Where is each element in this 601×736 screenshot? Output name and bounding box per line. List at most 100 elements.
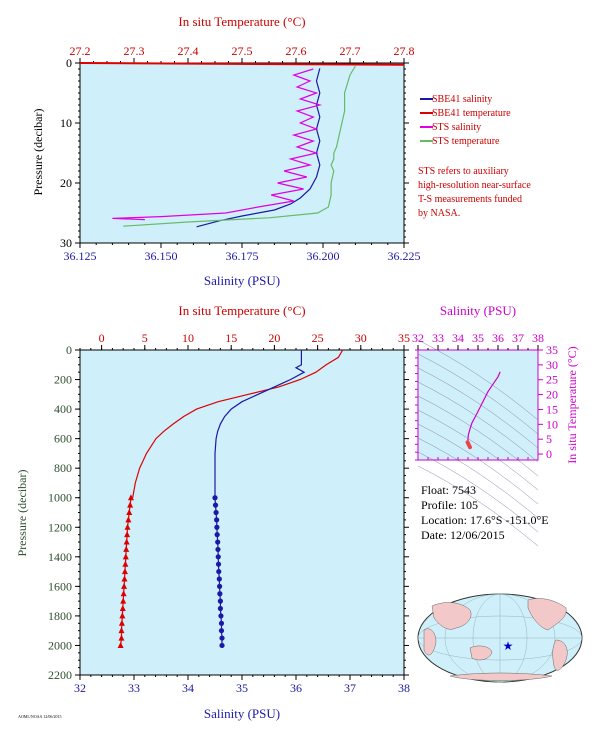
profile-left-tick-label-7: 1400: [48, 550, 72, 564]
profile-temp-marker-4: [124, 523, 131, 530]
surface-top-tick-label-5: 27.7: [340, 44, 361, 58]
ts-right-tick-label-6: 30: [546, 358, 558, 372]
ts-right-tick-label-3: 15: [546, 402, 558, 416]
profile-left-tick-label-11: 2200: [48, 668, 72, 682]
surface-legend: SBE41 salinity SBE41 temperature STS sal…: [420, 94, 511, 147]
land-south-america: [552, 639, 568, 671]
ts-right-tick-label-7: 35: [546, 343, 558, 357]
float-info: Float: 7543 Profile: 105 Location: 17.6°…: [421, 483, 549, 542]
profile-top-tick-label-1: 5: [142, 331, 148, 345]
profile-temp-marker-6: [123, 538, 130, 545]
legend-label-sts-salinity: STS salinity: [432, 122, 481, 133]
profile-temp-marker-18: [118, 627, 125, 634]
profile-sal-marker-7: [215, 546, 221, 553]
profile-left-tick-label-4: 800: [54, 461, 72, 475]
land-australia: [469, 645, 493, 661]
ts-right-tick-label-2: 10: [546, 417, 558, 431]
profile-sal-marker-15: [217, 605, 223, 612]
note-line-2: high-resolution near-surface: [418, 180, 531, 191]
profile-sal-marker-12: [216, 583, 223, 589]
profile-temp-marker-14: [120, 597, 127, 604]
profile-sal-marker-6: [215, 539, 221, 545]
surface-top-axis-label: In situ Temperature (°C): [178, 14, 305, 29]
ts-isopycnal-4: [417, 395, 539, 477]
surface-left-tick-label-2: 20: [60, 176, 72, 190]
profile-sal-marker-2: [213, 509, 219, 516]
ts-isopycnal-5: [417, 409, 539, 491]
ts-isopycnal-1: [417, 353, 539, 435]
profile-sal-marker-20: [219, 642, 225, 649]
profile-temp-marker-12: [121, 582, 128, 589]
profile-series-line-0: [132, 349, 344, 498]
profile-temp-marker-11: [121, 575, 128, 582]
surface-series-line-3: [123, 65, 356, 227]
profile-temp-marker-5: [124, 531, 131, 538]
profile-chart: 0 5 10 15 20 25 30 35 32 33 34 35 36 37 38 0 200 400 600 80…: [15, 303, 410, 721]
map-graticule: [417, 593, 583, 683]
note-line-1: STS refers to auxiliary: [418, 166, 509, 177]
surface-top-tick-label-2: 27.4: [178, 44, 199, 58]
surface-plot-area: [79, 62, 405, 244]
surface-bottom-tick-label-2: 36.175: [226, 249, 259, 263]
profile-left-tick-label-0: 0: [66, 343, 72, 357]
profile-sal-marker-8: [215, 554, 221, 560]
surface-bottom-axis-label: Salinity (PSU): [204, 273, 280, 288]
profile-sal-marker-14: [217, 598, 223, 604]
profile-temp-marker-16: [119, 612, 126, 619]
surface-left-axis-label: Pressure (decibar): [31, 109, 45, 196]
profile-bottom-tick-label-3: 35: [236, 681, 248, 695]
profile-temp-marker-20: [117, 641, 124, 648]
surface-left-tick-label-3: 30: [60, 236, 72, 250]
profile-left-tick-label-2: 400: [54, 402, 72, 416]
profile-top-tick-label-3: 15: [225, 331, 237, 345]
profile-sal-marker-9: [215, 561, 222, 567]
profile-sal-marker-3: [214, 517, 220, 523]
surface-top-tick-label-0: 27.2: [70, 44, 91, 58]
ts-plot-area: [417, 349, 539, 461]
profile-sal-marker-1: [212, 502, 219, 508]
surface-left-tick-label-0: 0: [66, 56, 72, 70]
profile-temp-marker-3: [125, 516, 132, 523]
ts-isopycnal-0: [417, 339, 539, 421]
date: Date: 12/06/2015: [421, 528, 505, 542]
profile-sal-marker-17: [218, 620, 225, 626]
land-antarctica: [449, 672, 553, 681]
world-map: ★: [417, 593, 583, 683]
surface-series-line-2: [112, 68, 322, 221]
legend-label-sbe41-temperature: SBE41 temperature: [432, 108, 511, 119]
ts-isopycnal-3: [417, 381, 539, 463]
profile-bottom-tick-label-0: 32: [74, 681, 86, 695]
profile-temp-marker-19: [118, 634, 125, 641]
profile-temp-marker-2: [126, 509, 133, 515]
ts-isopycnal-8: [417, 451, 539, 533]
ts-top-axis-label: Salinity (PSU): [440, 303, 516, 318]
profile-bottom-tick-label-5: 37: [344, 681, 356, 695]
ts-top-tick-label-4: 36: [492, 331, 504, 345]
surface-series-line-1: [79, 62, 405, 66]
profile-left-axis-label: Pressure (decibar): [15, 470, 29, 557]
ts-isopycnal-2: [417, 367, 539, 449]
profile-sal-marker-4: [214, 524, 220, 530]
profile-top-tick-label-6: 30: [355, 331, 367, 345]
surface-note: STS refers to auxiliary high-resolution …: [418, 166, 531, 219]
profile-sal-marker-0: [212, 495, 218, 501]
land-asia: [431, 602, 472, 630]
surface-top-tick-label-4: 27.6: [286, 44, 307, 58]
surface-bottom-tick-label-4: 36.225: [388, 249, 421, 263]
land-north-america: [527, 598, 567, 631]
profile-bottom-tick-label-6: 38: [398, 681, 410, 695]
profile-bottom-tick-label-1: 33: [128, 681, 140, 695]
surface-top-tick-label-6: 27.8: [394, 44, 415, 58]
profile-temp-marker-9: [122, 560, 129, 567]
profile-sal-marker-5: [214, 532, 220, 538]
surface-top-tick-label-1: 27.3: [124, 44, 145, 58]
surface-chart: 27.2 27.3 27.4 27.5 27.6 27.7 27.8 36.125 36.150…: [31, 14, 531, 288]
legend-label-sts-temperature: STS temperature: [432, 136, 500, 147]
profile-temp-marker-8: [122, 553, 129, 560]
ts-top-tick-label-2: 34: [452, 331, 464, 345]
profile-left-tick-label-9: 1800: [48, 609, 72, 623]
profile-sal-marker-10: [216, 568, 222, 575]
profile-top-tick-label-7: 35: [398, 331, 410, 345]
